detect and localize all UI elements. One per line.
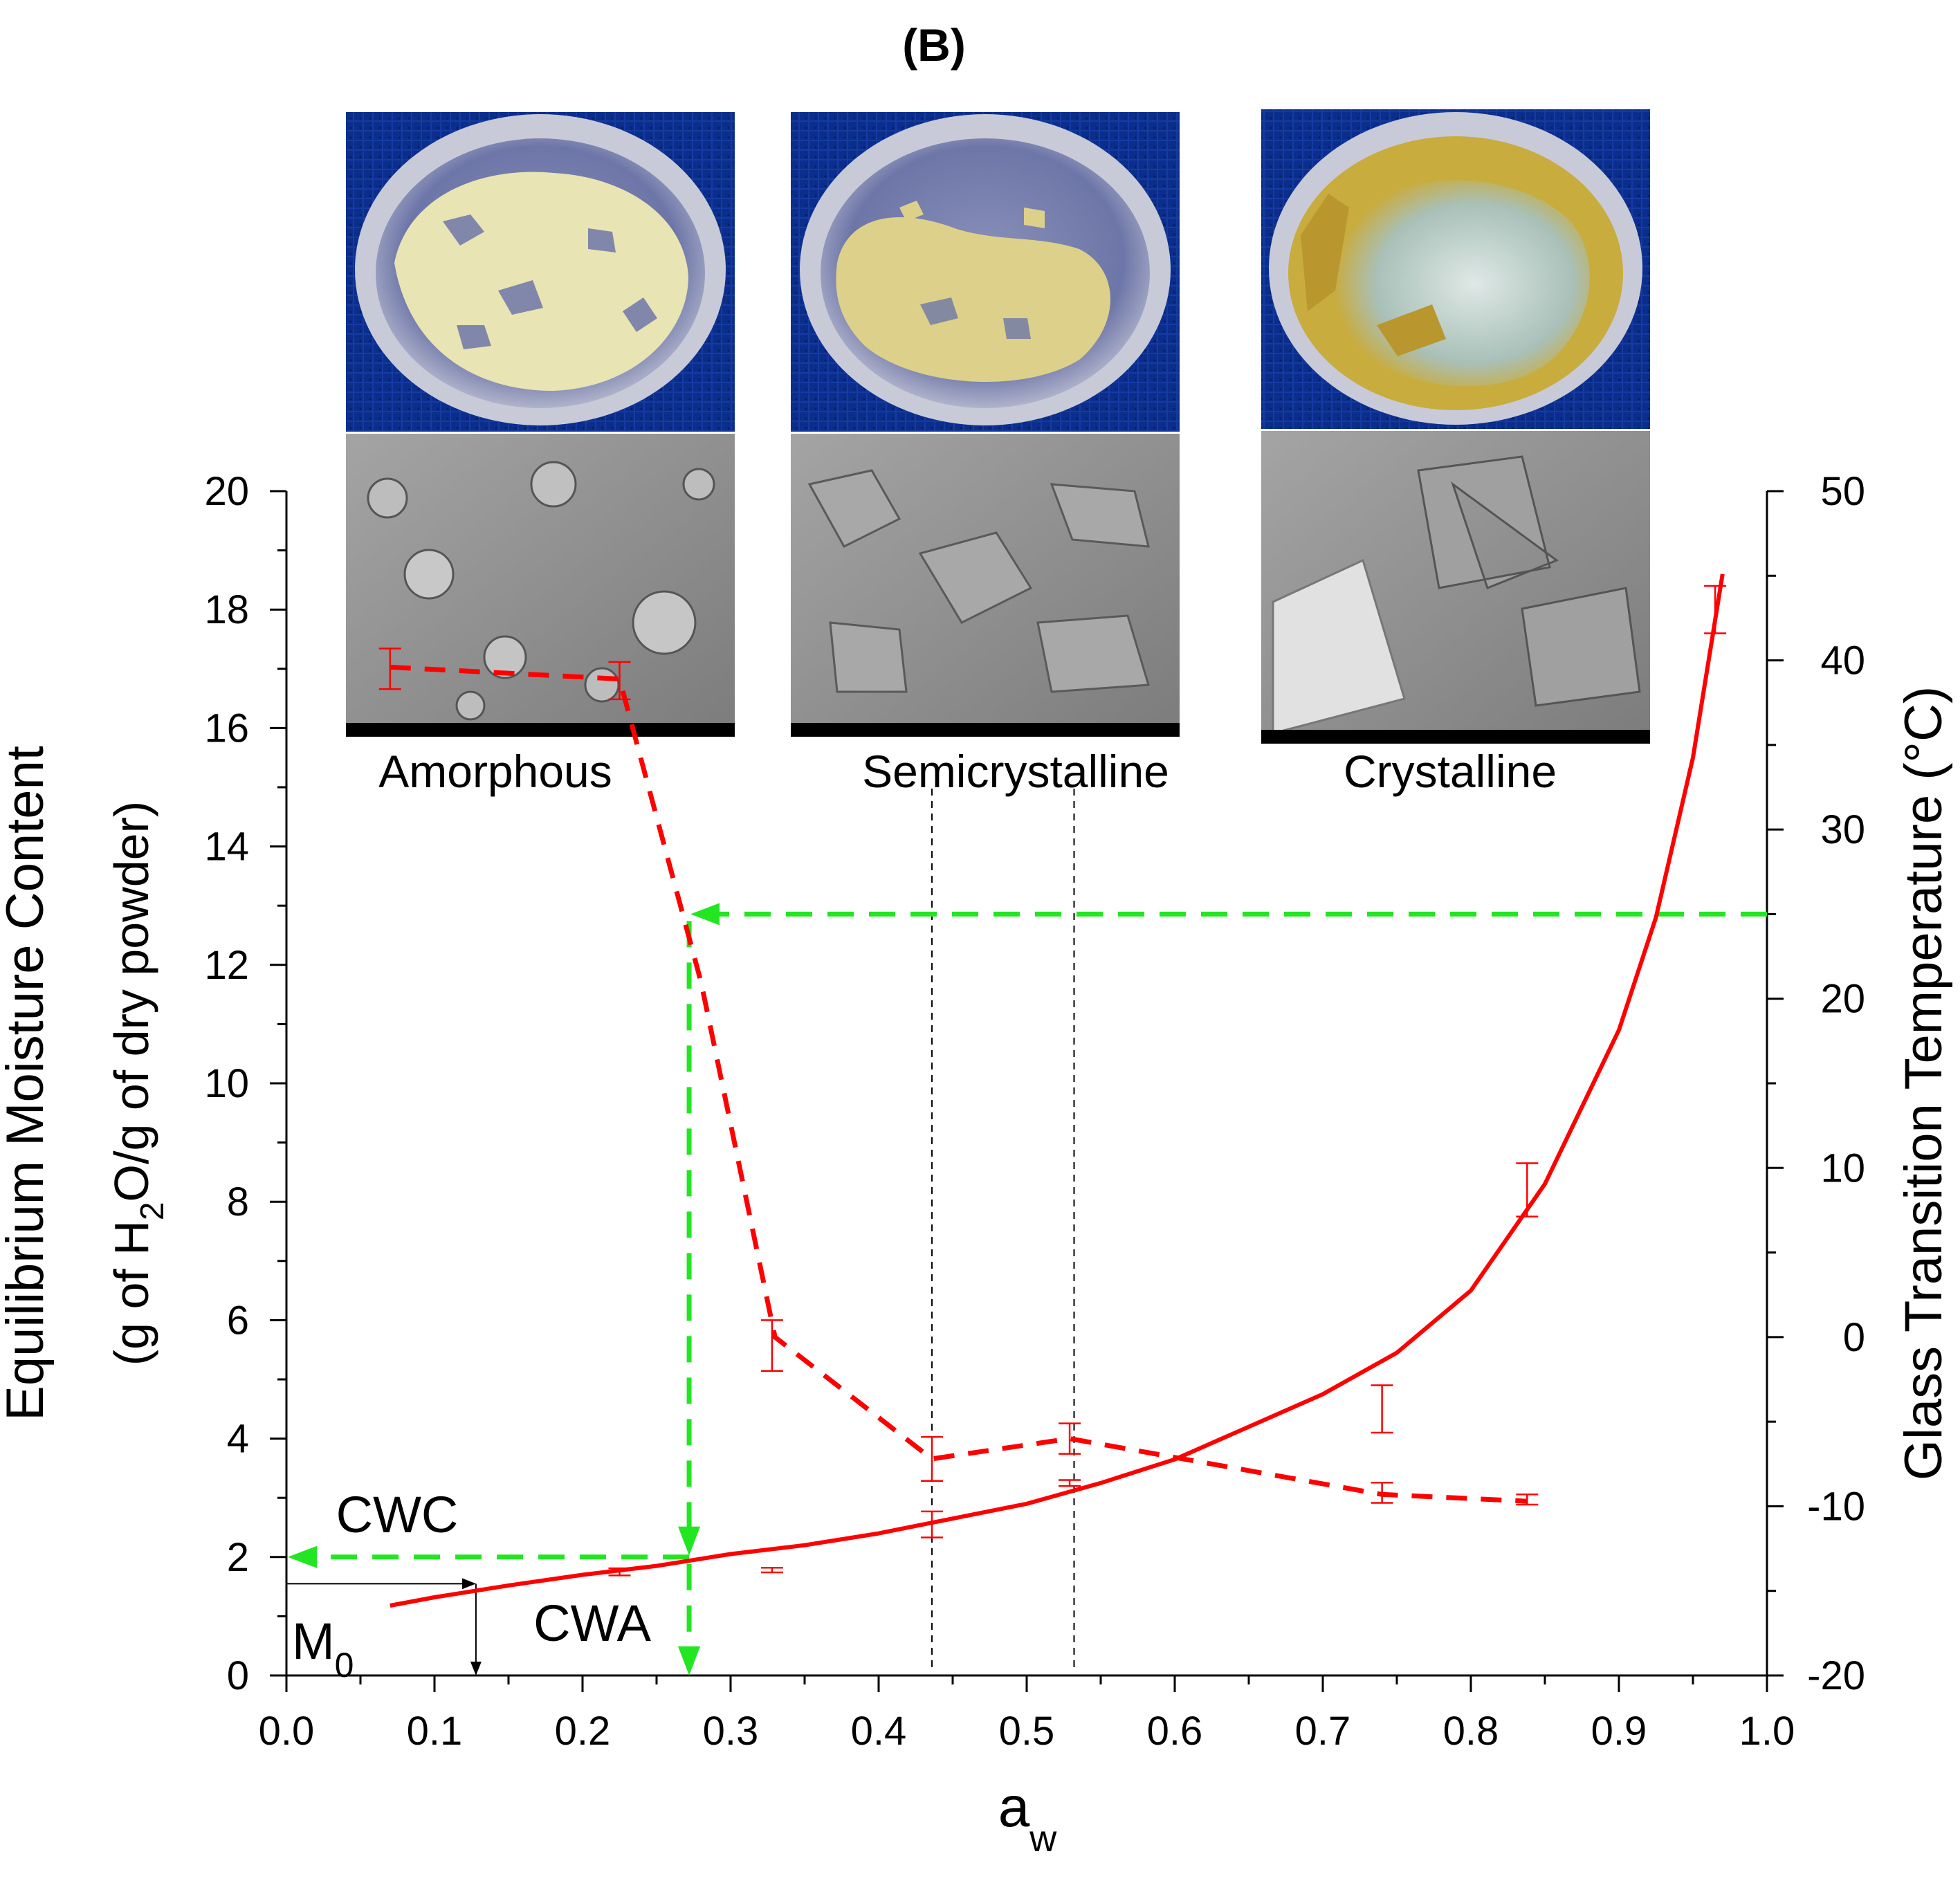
photo-semicrystalline [791,112,1180,432]
cwa-label: CWA [533,1595,652,1652]
tg-point-2 [760,1319,783,1372]
sorption-point-1 [760,1566,783,1574]
y-right-ticks: -20 -10 0 10 20 30 40 50 [1767,469,1865,1698]
sorption-fit-line [390,573,1725,1608]
x-tick-label-9: 0.9 [1591,1709,1647,1754]
x-tick-label-8: 0.8 [1443,1709,1499,1754]
y-right-tick-label-3: 10 [1820,1146,1865,1191]
y-right-title: Glass Transition Temperature (°C) [1894,686,1953,1480]
sem-amorphous [346,434,735,737]
x-tick-label-10: 1.0 [1739,1709,1795,1754]
x-tick-label-7: 0.7 [1295,1709,1351,1754]
y-right-tick-label-0: -20 [1807,1653,1865,1698]
y-left-tick-label-8: 16 [204,706,249,751]
sorption-point-0 [608,1567,631,1577]
y-right-tick-label-4: 20 [1820,977,1865,1022]
y-left-tick-label-4: 8 [227,1179,249,1224]
tg-dashed-line [390,664,1528,1504]
y-left-title-sub: 2 [134,1202,171,1220]
sorption-point-4 [1371,1384,1393,1434]
label-crystalline: Crystalline [1344,746,1557,797]
tg-point-0 [378,647,401,690]
panel-label: (B) [902,19,966,71]
y-left-tick-label-7: 14 [204,825,249,870]
y-right-tick-label-6: 40 [1820,639,1865,683]
m0-label: M0 [292,1613,354,1684]
tg-point-1 [608,661,631,701]
sem-crystalline [1261,431,1650,744]
sem-semicrystalline [791,434,1180,737]
x-axis-title-sub: w [1029,1818,1057,1859]
y-left-title-line1: Equilibrium Moisture Content [0,746,55,1421]
sorption-point-5 [1516,1162,1539,1218]
y-left-tick-label-1: 2 [227,1535,249,1580]
guide-cwc-arrowhead [288,1545,317,1568]
x-tick-label-4: 0.4 [851,1709,907,1754]
photo-amorphous [346,112,735,432]
y-left-tick-label-10: 20 [204,469,249,514]
x-tick-label-6: 0.6 [1147,1709,1203,1754]
y-left-tick-label-6: 12 [204,943,249,988]
label-amorphous: Amorphous [378,746,612,797]
x-tick-label-5: 0.5 [999,1709,1055,1754]
y-right-tick-label-2: 0 [1843,1315,1865,1360]
y-left-tick-label-0: 0 [227,1653,249,1698]
label-semicrystalline: Semicrystalline [862,746,1169,797]
sorption-point-6 [1704,585,1727,634]
reference-lines [931,789,1075,1670]
photo-crystalline [1261,109,1650,429]
sorption-point-2 [921,1510,944,1538]
green-guides [286,903,1767,1675]
y-left-title-line2: (g of H2O/g of dry powder) [104,801,171,1366]
y-left-tick-label-9: 18 [204,587,249,632]
m0-label-main: M [292,1613,335,1670]
cwc-label: CWC [336,1486,459,1543]
x-tick-label-2: 0.2 [555,1709,611,1754]
x-axis-title-main: a [998,1776,1030,1839]
guide-tg-arrowhead [690,903,720,926]
y-right-tick-label-7: 50 [1820,469,1865,514]
x-tick-label-0: 0.0 [259,1709,315,1754]
tg-point-4 [1059,1422,1081,1455]
y-left-title-pre: (g of H [104,1220,158,1366]
tg-point-5 [1371,1481,1393,1504]
x-tick-label-1: 0.1 [407,1709,463,1754]
m0-label-sub: 0 [335,1646,354,1684]
x-axis-title: aw [998,1776,1058,1859]
y-left-tick-label-5: 10 [204,1061,249,1106]
y-right-tick-label-1: -10 [1807,1484,1865,1529]
sorption-point-3 [1059,1479,1081,1487]
x-tick-label-3: 0.3 [703,1709,759,1754]
guide-cwa-arrowhead-upper [678,1526,701,1556]
x-ticks: 0.0 0.1 0.2 0.3 0.4 0.5 0.6 0.7 0.8 0.9 1.0 [259,1675,1795,1754]
y-right-tick-label-5: 30 [1820,807,1865,852]
tg-point-3 [921,1435,944,1482]
guide-cwa-arrowhead-lower [678,1646,701,1675]
y-left-ticks: 0 2 4 6 8 10 12 14 16 18 20 [204,469,286,1698]
y-left-title-post: O/g of dry powder) [104,801,158,1202]
y-left-tick-label-2: 4 [227,1417,249,1462]
y-left-tick-label-3: 6 [227,1298,249,1343]
tg-point-6 [1516,1494,1539,1506]
series-layer [378,573,1727,1608]
